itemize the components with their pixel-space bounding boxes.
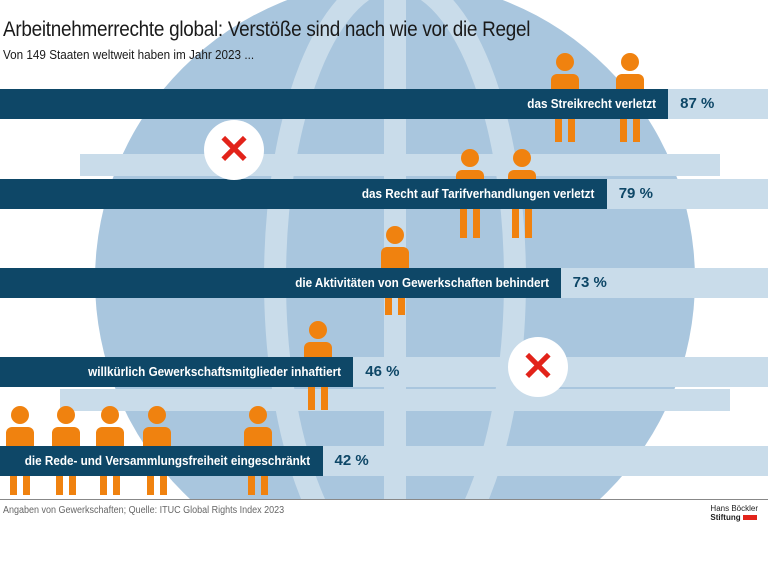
bar: die Aktivitäten von Gewerkschaften behin…	[0, 268, 561, 298]
logo-line2: Stiftung	[710, 513, 741, 522]
bar-track: die Rede- und Versammlungsfreiheit einge…	[0, 446, 768, 476]
value-label: 46 %	[365, 363, 400, 380]
category-label: das Streikrecht verletzt	[527, 96, 657, 111]
category-label: das Recht auf Tarifverhandlungen verletz…	[362, 186, 595, 201]
x-mark-icon: ✕	[204, 120, 264, 180]
value-label: 73 %	[572, 274, 607, 291]
chart-subtitle: Von 149 Staaten weltweit haben im Jahr 2…	[3, 47, 255, 62]
category-label: willkürlich Gewerkschaftsmitglieder inha…	[88, 364, 342, 379]
chart-title: Arbeitnehmerrechte global: Verstöße sind…	[3, 18, 531, 41]
bar-track: das Streikrecht verletzt 87 %	[0, 89, 768, 119]
bar-track: die Aktivitäten von Gewerkschaften behin…	[0, 268, 768, 298]
category-label: die Aktivitäten von Gewerkschaften behin…	[294, 275, 549, 290]
value-label: 87 %	[680, 95, 715, 112]
bar: das Recht auf Tarifverhandlungen verletz…	[0, 179, 607, 209]
bar-track: das Recht auf Tarifverhandlungen verletz…	[0, 179, 768, 209]
value-label: 42 %	[334, 452, 369, 469]
bar: das Streikrecht verletzt	[0, 89, 669, 119]
bar: die Rede- und Versammlungsfreiheit einge…	[0, 446, 323, 476]
globe-background	[6, 0, 730, 500]
logo-line1: Hans Böckler	[710, 504, 758, 513]
x-mark-icon: ✕	[508, 337, 568, 397]
bar: willkürlich Gewerkschaftsmitglieder inha…	[0, 357, 354, 387]
footer-divider	[0, 499, 768, 500]
bar-track: willkürlich Gewerkschaftsmitglieder inha…	[0, 357, 768, 387]
value-label: 79 %	[618, 185, 653, 202]
source-note: Angaben von Gewerkschaften; Quelle: ITUC…	[3, 505, 285, 516]
category-label: die Rede- und Versammlungsfreiheit einge…	[25, 453, 311, 468]
logo: Hans Böckler Stiftung	[710, 504, 758, 522]
